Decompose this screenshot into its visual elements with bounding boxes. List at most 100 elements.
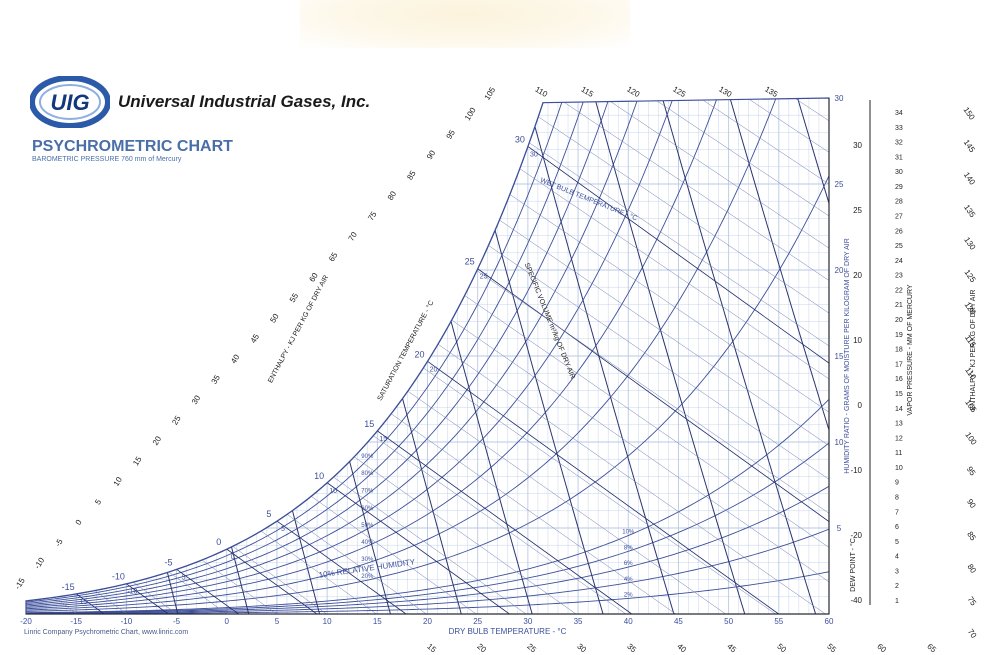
vapor-pressure-tick: 19 (895, 332, 903, 339)
rh-curve (26, 571, 829, 614)
enthalpy-line (984, 98, 988, 614)
vapor-pressure-tick: 32 (895, 140, 903, 147)
y-tick-label: 10 (835, 438, 844, 447)
enthalpy-bottom-tick: 15 (425, 642, 438, 655)
enthalpy-line (463, 98, 829, 614)
x-tick-label: 35 (574, 617, 583, 626)
saturation-tick: -5 (165, 557, 173, 567)
vapor-pressure-tick: 28 (895, 199, 903, 206)
vapor-pressure-tick: 23 (895, 273, 903, 280)
specific-volume-line (247, 98, 391, 614)
wet-bulb-tick: 25 (480, 274, 488, 281)
wet-bulb-line (377, 430, 633, 614)
enthalpy-top-tick: 135 (763, 85, 780, 100)
vapor-pressure-tick: 20 (895, 317, 903, 324)
vapor-pressure-tick: 24 (895, 258, 903, 265)
x-tick-label: 20 (423, 617, 432, 626)
vapor-pressure-tick: 3 (895, 568, 899, 575)
enthalpy-right-tick: 80 (965, 562, 978, 575)
saturation-tick: 20 (414, 349, 424, 359)
vapor-pressure-tick: 33 (895, 125, 903, 132)
saturation-tick: 10 (314, 471, 324, 481)
enthalpy-left-tick: 35 (210, 373, 223, 386)
rh-curve (26, 98, 639, 607)
vapor-pressure-tick: 15 (895, 391, 903, 398)
specific-volume-line (652, 98, 817, 614)
enthalpy-bottom-tick: 40 (675, 642, 688, 655)
specific-volume-line (719, 98, 829, 614)
wet-bulb-line (226, 548, 318, 614)
y-tick-label: 20 (835, 266, 844, 275)
rh-curve (26, 528, 829, 614)
wet-bulb-line (126, 583, 169, 614)
wet-bulb-tick: 15 (379, 436, 387, 443)
saturation-title: SATURATION TEMPERATURE - °C (376, 299, 436, 402)
enthalpy-bottom-tick: 35 (625, 642, 638, 655)
vapor-pressure-tick: 25 (895, 243, 903, 250)
x-tick-label: 50 (724, 617, 733, 626)
enthalpy-left-tick: 55 (288, 291, 301, 304)
enthalpy-left-tick: 105 (483, 85, 498, 102)
x-tick-label: 10 (323, 617, 332, 626)
enthalpy-top-tick: 120 (625, 85, 642, 100)
enthalpy-line (510, 98, 829, 614)
enthalpy-right-tick: 95 (965, 465, 978, 478)
x-tick-label: 55 (774, 617, 783, 626)
wet-bulb-line (75, 593, 105, 614)
vapor-pressure-tick: 12 (895, 435, 903, 442)
enthalpy-line (26, 98, 78, 614)
wet-bulb-tick: 5 (281, 526, 285, 533)
y-axis-title: HUMIDITY RATIO - GRAMS OF MOISTURE PER K… (844, 238, 851, 474)
enthalpy-left-tick: 30 (190, 393, 203, 406)
enthalpy-left-title: ENTHALPY - KJ PER KG OF DRY AIR (267, 274, 330, 384)
vapor-pressure-tick: 13 (895, 421, 903, 428)
enthalpy-left-tick: 95 (445, 128, 458, 141)
enthalpy-line (652, 98, 829, 614)
enthalpy-left-tick: 80 (386, 189, 399, 202)
enthalpy-right-tick: 90 (965, 497, 978, 510)
enthalpy-line (26, 98, 377, 614)
dew-point-title: DEW POINT - °C (849, 538, 857, 592)
rh-label: 2% (624, 592, 633, 598)
vapor-pressure-tick: 7 (895, 509, 899, 516)
y-tick-label: 25 (835, 180, 844, 189)
enthalpy-left-tick: -5 (53, 537, 65, 548)
enthalpy-line (26, 98, 178, 614)
enthalpy-left-tick: 20 (151, 434, 164, 447)
enthalpy-bottom-tick: 30 (575, 642, 588, 655)
enthalpy-bottom-tick: 20 (475, 642, 488, 655)
wet-bulb-line (326, 482, 510, 614)
specific-volume-line (315, 98, 462, 614)
wet-bulb-tick: 30 (530, 151, 538, 158)
y-tick-label: 5 (837, 524, 842, 533)
vapor-pressure-tick: 1 (895, 598, 899, 605)
logo-ring-outer (30, 76, 110, 128)
enthalpy-left-tick: 100 (463, 106, 478, 123)
rh-label: 70% (361, 489, 374, 495)
saturation-tick: 5 (266, 509, 271, 519)
enthalpy-left-tick: 5 (93, 497, 103, 506)
footer-credit: Linric Company Psychrometric Chart, www.… (24, 629, 189, 636)
enthalpy-top-tick: 115 (579, 85, 595, 99)
enthalpy-right-tick: 125 (962, 268, 977, 285)
enthalpy-right-tick: 130 (962, 236, 977, 253)
rh-label: 10% (622, 530, 635, 536)
x-tick-label: 30 (523, 617, 532, 626)
wet-bulb-tick: 0 (231, 554, 235, 561)
vapor-pressure-tick: 27 (895, 214, 903, 221)
company-name: Universal Industrial Gases, Inc. (118, 92, 371, 111)
chart-subtitle: BAROMETRIC PRESSURE 760 mm of Mercury (32, 156, 182, 163)
vapor-pressure-tick: 17 (895, 361, 903, 368)
dew-point-scale: -40 -20 -10 0 10 20 25 30 (850, 100, 871, 605)
enthalpy-right-tick: 150 (962, 106, 977, 123)
enthalpy-bottom-tick: 45 (725, 642, 738, 655)
saturation-tick: 30 (515, 134, 525, 144)
saturation-tick: -10 (112, 572, 125, 582)
enthalpy-top-tick: 125 (671, 85, 688, 100)
saturation-scale: -15 -10 -5 0 5 10 15 20 25 30 (62, 134, 525, 591)
x-tick-label: 0 (225, 617, 230, 626)
enthalpy-bottom-tick: 65 (925, 642, 938, 655)
dew-point-tick: -20 (850, 531, 862, 540)
wet-bulb-tick: 10 (329, 488, 337, 495)
